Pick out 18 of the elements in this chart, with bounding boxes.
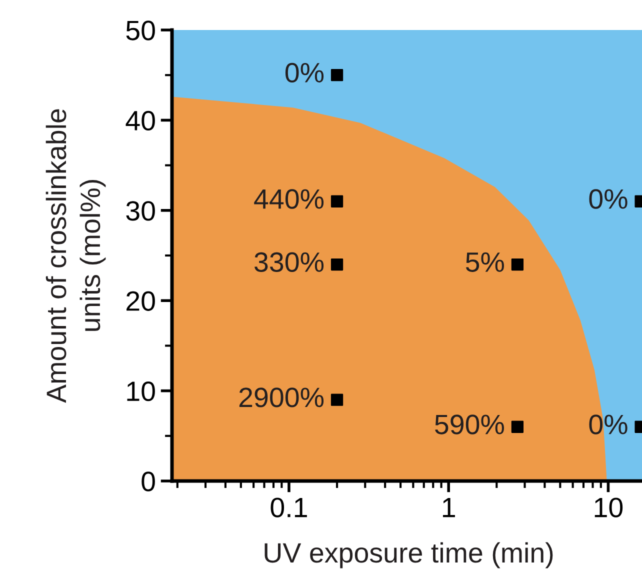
annotation: 330% (254, 252, 324, 272)
annotation: 0% (285, 62, 324, 83)
y-tick-label: 30 (126, 201, 155, 221)
y-tick-label: 10 (127, 381, 155, 402)
x-tick-label: 1 (442, 498, 455, 518)
x-tick-label: 10 (594, 498, 623, 518)
annotation: 0% (589, 189, 628, 209)
y-tick-label: 40 (126, 110, 155, 131)
annotation: 440% (254, 189, 324, 209)
y-tick-label: 20 (126, 291, 155, 311)
y-tick-label: 50 (126, 20, 155, 40)
annotation: 590% (435, 414, 504, 434)
y-tick-label: 0 (142, 472, 155, 492)
x-axis-title: UV exposure time (min) (264, 542, 553, 568)
y-axis-title: Amount of crosslinkable units (mol%) (46, 109, 106, 403)
annotation: 2900% (239, 388, 324, 408)
x-tick-label: 0.1 (270, 498, 307, 518)
annotation: 5% (466, 252, 504, 272)
